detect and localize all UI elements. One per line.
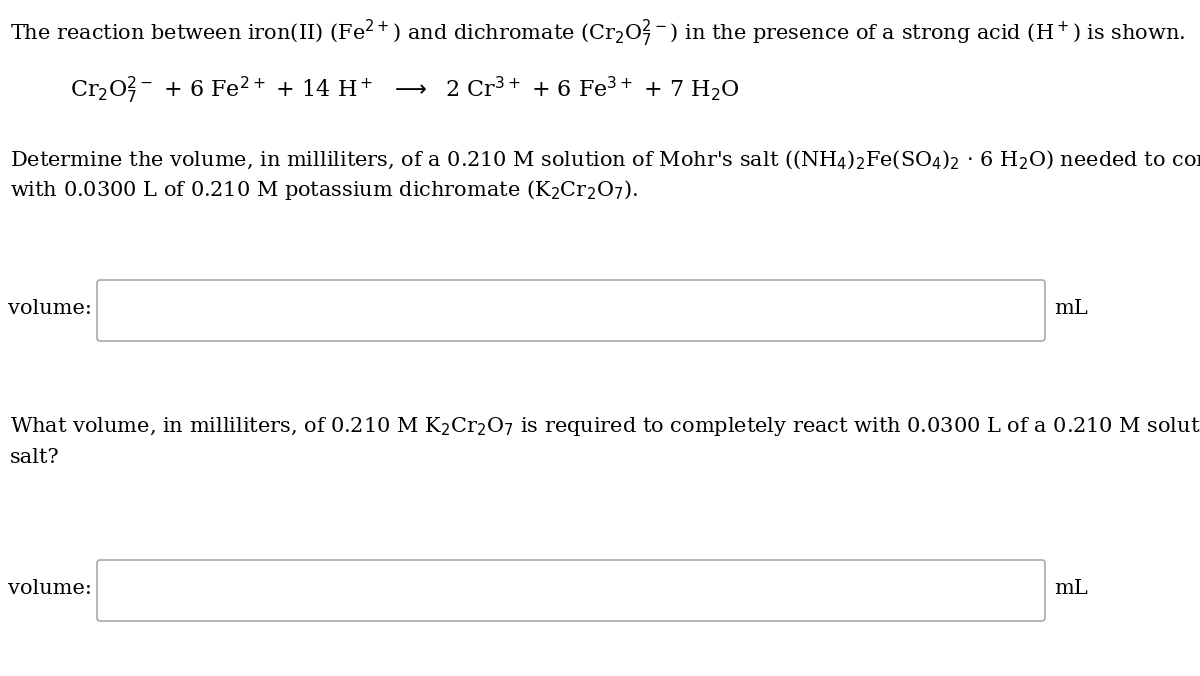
Text: What volume, in milliliters, of 0.210 M K$_2$Cr$_2$O$_7$ is required to complete: What volume, in milliliters, of 0.210 M … xyxy=(10,415,1200,438)
Text: volume:: volume: xyxy=(8,579,92,598)
Text: mL: mL xyxy=(1054,299,1087,318)
Text: mL: mL xyxy=(1054,579,1087,598)
FancyBboxPatch shape xyxy=(97,280,1045,341)
FancyBboxPatch shape xyxy=(97,560,1045,621)
Text: Determine the volume, in milliliters, of a 0.210 M solution of Mohr's salt ((NH$: Determine the volume, in milliliters, of… xyxy=(10,148,1200,172)
Text: Cr$_2$O$_7^{2-}$ + 6 Fe$^{2+}$ + 14 H$^+$  $\longrightarrow$  2 Cr$^{3+}$ + 6 Fe: Cr$_2$O$_7^{2-}$ + 6 Fe$^{2+}$ + 14 H$^+… xyxy=(70,75,739,106)
Text: The reaction between iron(II) (Fe$^{2+}$) and dichromate (Cr$_2$O$_7^{2-}$) in t: The reaction between iron(II) (Fe$^{2+}$… xyxy=(10,18,1186,49)
Text: salt?: salt? xyxy=(10,448,60,467)
Text: volume:: volume: xyxy=(8,299,92,318)
Text: with 0.0300 L of 0.210 M potassium dichromate (K$_2$Cr$_2$O$_7$).: with 0.0300 L of 0.210 M potassium dichr… xyxy=(10,178,638,202)
